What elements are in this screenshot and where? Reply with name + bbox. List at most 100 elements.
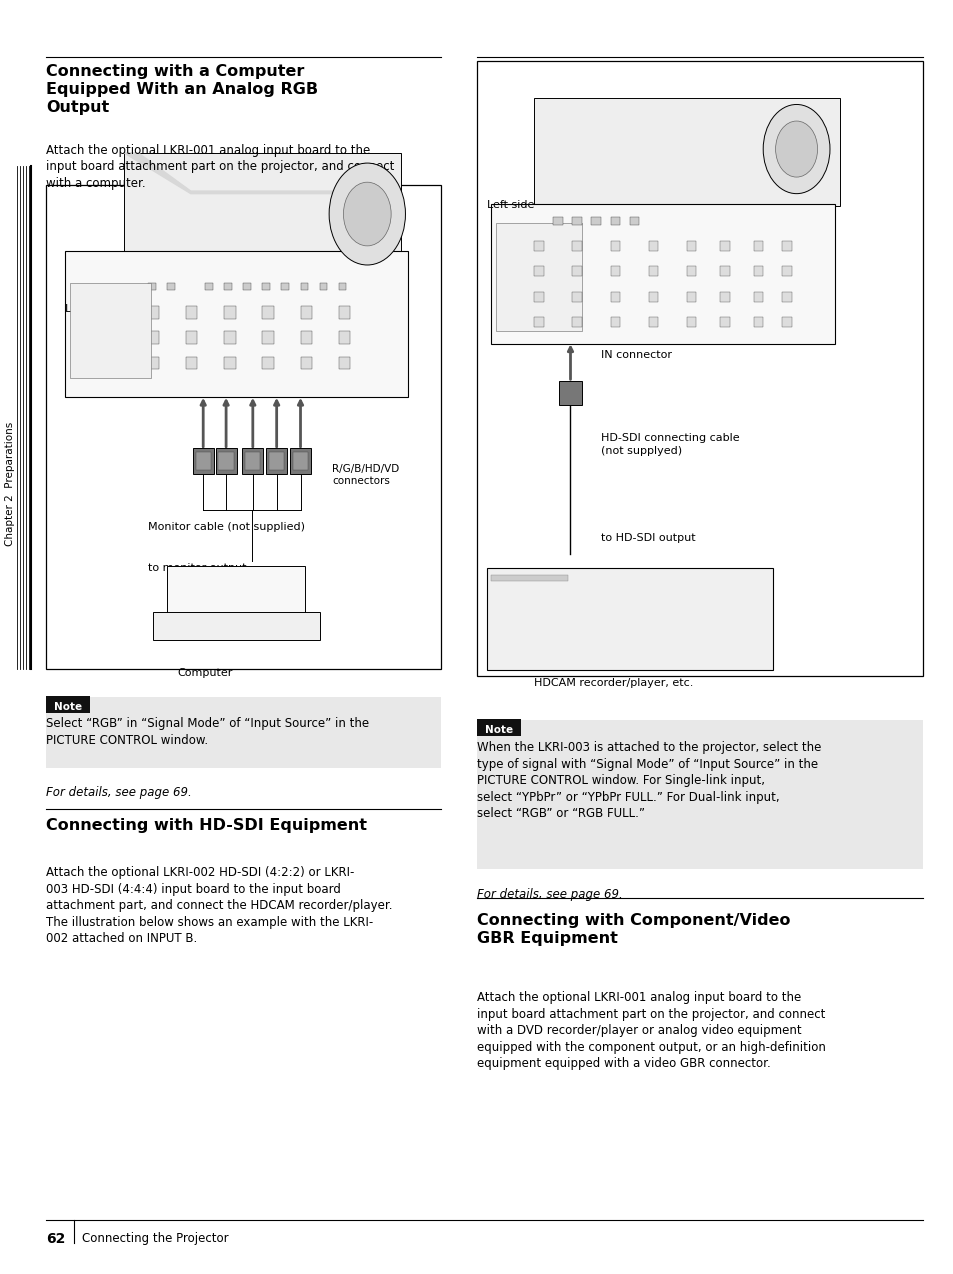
Bar: [300, 306, 312, 318]
Text: HD-SDI connecting cable
(not supplyed): HD-SDI connecting cable (not supplyed): [600, 433, 739, 456]
Bar: [281, 283, 289, 290]
Bar: [486, 568, 772, 670]
Text: Chapter 2  Preparations: Chapter 2 Preparations: [5, 422, 14, 547]
Bar: [186, 331, 197, 344]
Bar: [65, 251, 408, 397]
Bar: [167, 283, 174, 290]
Text: Monitor cable (not supplied): Monitor cable (not supplied): [148, 522, 305, 533]
Bar: [224, 306, 235, 318]
Text: to HD-SDI output: to HD-SDI output: [600, 533, 695, 543]
Bar: [193, 448, 213, 474]
Bar: [300, 357, 312, 369]
Bar: [572, 317, 581, 327]
Bar: [218, 452, 233, 470]
Bar: [572, 266, 581, 276]
Polygon shape: [124, 153, 400, 194]
Bar: [186, 306, 197, 318]
Bar: [534, 98, 839, 206]
Bar: [293, 452, 308, 470]
Circle shape: [762, 104, 829, 194]
Bar: [186, 357, 197, 369]
Bar: [629, 217, 639, 225]
Bar: [167, 566, 305, 614]
Bar: [476, 61, 923, 676]
Bar: [648, 241, 658, 251]
Circle shape: [343, 182, 391, 246]
Text: Select “RGB” in “Signal Mode” of “Input Source” in the
PICTURE CONTROL window.: Select “RGB” in “Signal Mode” of “Input …: [46, 717, 369, 747]
Bar: [338, 331, 350, 344]
Bar: [243, 283, 251, 290]
Bar: [534, 292, 543, 302]
Text: 62: 62: [46, 1232, 65, 1246]
Bar: [476, 720, 923, 869]
Bar: [215, 448, 236, 474]
Bar: [70, 283, 151, 378]
Bar: [205, 283, 213, 290]
Bar: [686, 292, 696, 302]
Bar: [753, 241, 762, 251]
Bar: [781, 266, 791, 276]
Bar: [224, 357, 235, 369]
Bar: [610, 292, 619, 302]
Circle shape: [775, 121, 817, 177]
Bar: [262, 283, 270, 290]
Bar: [648, 266, 658, 276]
Bar: [648, 292, 658, 302]
Text: HDCAM recorder/player, etc.: HDCAM recorder/player, etc.: [534, 678, 693, 688]
Text: Computer: Computer: [177, 668, 233, 678]
Bar: [195, 452, 211, 470]
Bar: [148, 331, 159, 344]
Bar: [591, 217, 600, 225]
Text: Note: Note: [484, 725, 513, 735]
Bar: [224, 283, 232, 290]
Bar: [781, 292, 791, 302]
Bar: [558, 381, 581, 405]
Bar: [148, 283, 155, 290]
Bar: [648, 317, 658, 327]
Bar: [491, 204, 834, 344]
Bar: [124, 153, 400, 280]
Bar: [491, 575, 567, 581]
Bar: [148, 357, 159, 369]
Bar: [290, 448, 311, 474]
Text: Left side: Left side: [65, 304, 112, 315]
Bar: [338, 283, 346, 290]
Bar: [148, 306, 159, 318]
Bar: [720, 241, 729, 251]
Bar: [686, 266, 696, 276]
Bar: [753, 292, 762, 302]
Text: For details, see page 69.: For details, see page 69.: [476, 888, 622, 901]
Bar: [720, 292, 729, 302]
Bar: [46, 696, 90, 713]
Text: Attach the optional LKRI-001 analog input board to the
input board attachment pa: Attach the optional LKRI-001 analog inpu…: [476, 991, 825, 1070]
Bar: [224, 331, 235, 344]
Text: Connecting the Projector: Connecting the Projector: [82, 1232, 229, 1245]
Bar: [686, 317, 696, 327]
Bar: [572, 292, 581, 302]
Bar: [610, 241, 619, 251]
Bar: [242, 448, 263, 474]
Bar: [319, 283, 327, 290]
Text: For details, see page 69.: For details, see page 69.: [46, 786, 192, 799]
Bar: [781, 241, 791, 251]
Circle shape: [329, 163, 405, 265]
Bar: [534, 317, 543, 327]
Text: When the LKRI-003 is attached to the projector, select the
type of signal with “: When the LKRI-003 is attached to the pro…: [476, 741, 821, 820]
Bar: [262, 331, 274, 344]
Bar: [720, 317, 729, 327]
Bar: [476, 719, 520, 736]
Bar: [572, 217, 581, 225]
Bar: [269, 452, 284, 470]
Bar: [46, 185, 440, 669]
Bar: [610, 317, 619, 327]
Bar: [781, 317, 791, 327]
Bar: [753, 266, 762, 276]
Bar: [572, 241, 581, 251]
Bar: [686, 241, 696, 251]
Bar: [245, 452, 260, 470]
Text: R/G/B/HD/VD
connectors: R/G/B/HD/VD connectors: [332, 464, 398, 487]
Bar: [534, 266, 543, 276]
Bar: [262, 306, 274, 318]
Bar: [610, 217, 619, 225]
Text: Connecting with a Computer
Equipped With an Analog RGB
Output: Connecting with a Computer Equipped With…: [46, 64, 317, 115]
